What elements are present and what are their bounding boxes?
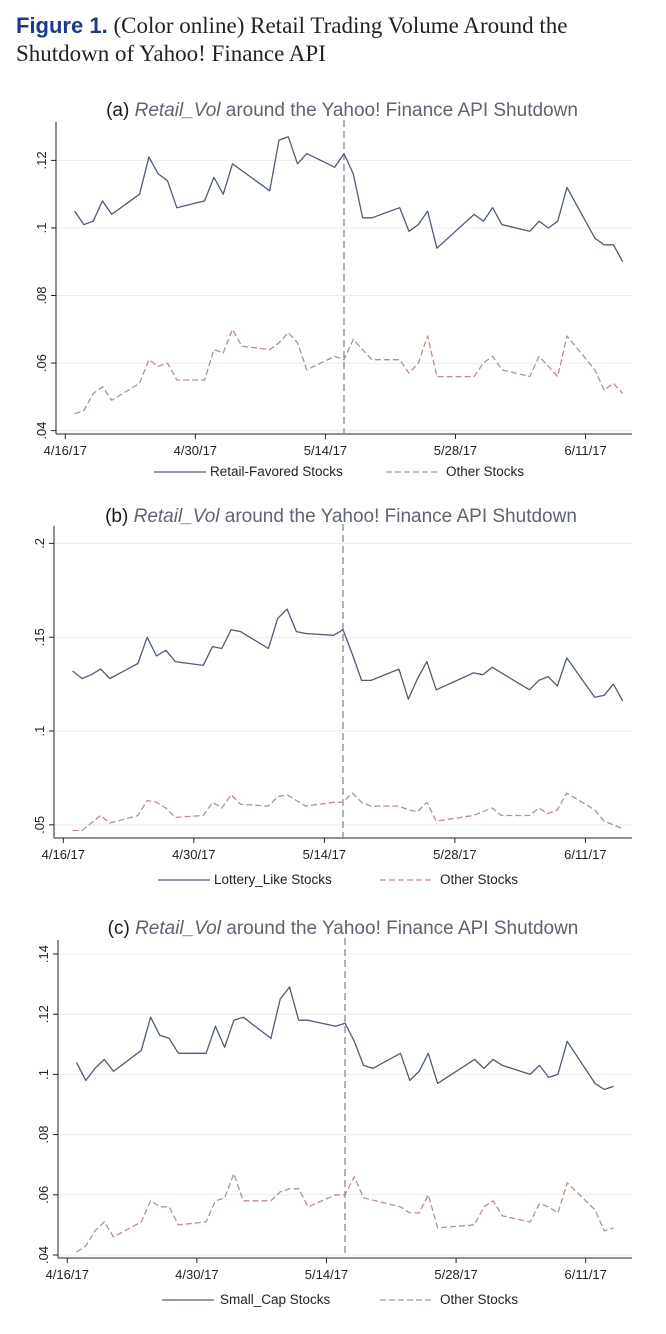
x-tick-label: 6/11/17	[564, 1267, 606, 1282]
x-tick-label: 6/11/17	[564, 443, 606, 458]
x-tick-label: 4/16/17	[46, 1267, 89, 1282]
figure-caption-text: (Color online) Retail Trading Volume Aro…	[16, 13, 568, 66]
panel-title: (b) Retail_Vol around the Yahoo! Finance…	[105, 506, 577, 527]
figure-caption: Figure 1. (Color online) Retail Trading …	[16, 12, 656, 68]
x-tick-label: 4/30/17	[175, 1267, 218, 1282]
chart-panel-b: (b) Retail_Vol around the Yahoo! Finance…	[32, 506, 632, 887]
y-tick-label: .04	[36, 1246, 51, 1264]
x-tick-label: 5/28/17	[434, 1267, 477, 1282]
y-tick-label: .14	[36, 945, 51, 963]
x-tick-label: 5/28/17	[434, 443, 477, 458]
y-tick-label: .06	[36, 1186, 51, 1204]
y-tick-label: .1	[32, 726, 47, 737]
series-line-primary	[72, 608, 624, 702]
x-tick-label: 4/16/17	[42, 847, 85, 862]
legend-label: Other Stocks	[440, 1292, 518, 1307]
panel-title-rest: around the Yahoo! Finance API Shutdown	[220, 506, 577, 527]
legend-label: Lottery_Like Stocks	[214, 872, 332, 887]
y-tick-label: .12	[36, 1005, 51, 1023]
panel-label: (b)	[105, 506, 134, 527]
y-tick-label: .06	[34, 354, 49, 372]
series-line-primary	[74, 136, 624, 263]
y-tick-label: .15	[32, 628, 47, 646]
panel-title: (c) Retail_Vol around the Yahoo! Finance…	[108, 918, 579, 939]
figure-label: Figure 1.	[16, 13, 108, 38]
legend-label: Other Stocks	[446, 464, 524, 479]
series-line-primary	[75, 986, 614, 1091]
y-tick-label: .2	[32, 538, 47, 549]
panel-title: (a) Retail_Vol around the Yahoo! Finance…	[106, 100, 578, 121]
y-tick-label: .1	[34, 223, 49, 234]
chart-panel-a: (a) Retail_Vol around the Yahoo! Finance…	[34, 100, 632, 479]
x-tick-label: 4/30/17	[174, 443, 217, 458]
panel-label: (c)	[108, 918, 135, 939]
series-line-other	[74, 328, 624, 415]
series-line-other	[76, 1173, 614, 1253]
y-tick-label: .1	[36, 1069, 51, 1080]
legend-label: Other Stocks	[440, 872, 518, 887]
x-tick-label: 4/16/17	[44, 443, 87, 458]
y-tick-label: .05	[32, 816, 47, 834]
x-tick-label: 5/14/17	[304, 443, 347, 458]
panel-title-var: Retail_Vol	[134, 506, 221, 527]
panel-title-rest: around the Yahoo! Finance API Shutdown	[221, 918, 578, 939]
panel-title-var: Retail_Vol	[135, 100, 222, 121]
panel-title-var: Retail_Vol	[135, 918, 222, 939]
legend-label: Small_Cap Stocks	[220, 1292, 331, 1307]
x-tick-label: 5/14/17	[305, 1267, 348, 1282]
x-tick-label: 6/11/17	[564, 847, 606, 862]
chart-panel-c: (c) Retail_Vol around the Yahoo! Finance…	[36, 918, 632, 1307]
panel-title-rest: around the Yahoo! Finance API Shutdown	[221, 100, 578, 121]
x-tick-label: 5/14/17	[303, 847, 346, 862]
x-tick-label: 5/28/17	[433, 847, 476, 862]
y-tick-label: .12	[34, 151, 49, 169]
panel-label: (a)	[106, 100, 135, 121]
series-line-other	[72, 792, 623, 832]
y-tick-label: .08	[34, 286, 49, 304]
y-tick-label: .04	[34, 422, 49, 440]
legend-label: Retail-Favored Stocks	[210, 464, 343, 479]
x-tick-label: 4/30/17	[172, 847, 215, 862]
y-tick-label: .08	[36, 1126, 51, 1144]
